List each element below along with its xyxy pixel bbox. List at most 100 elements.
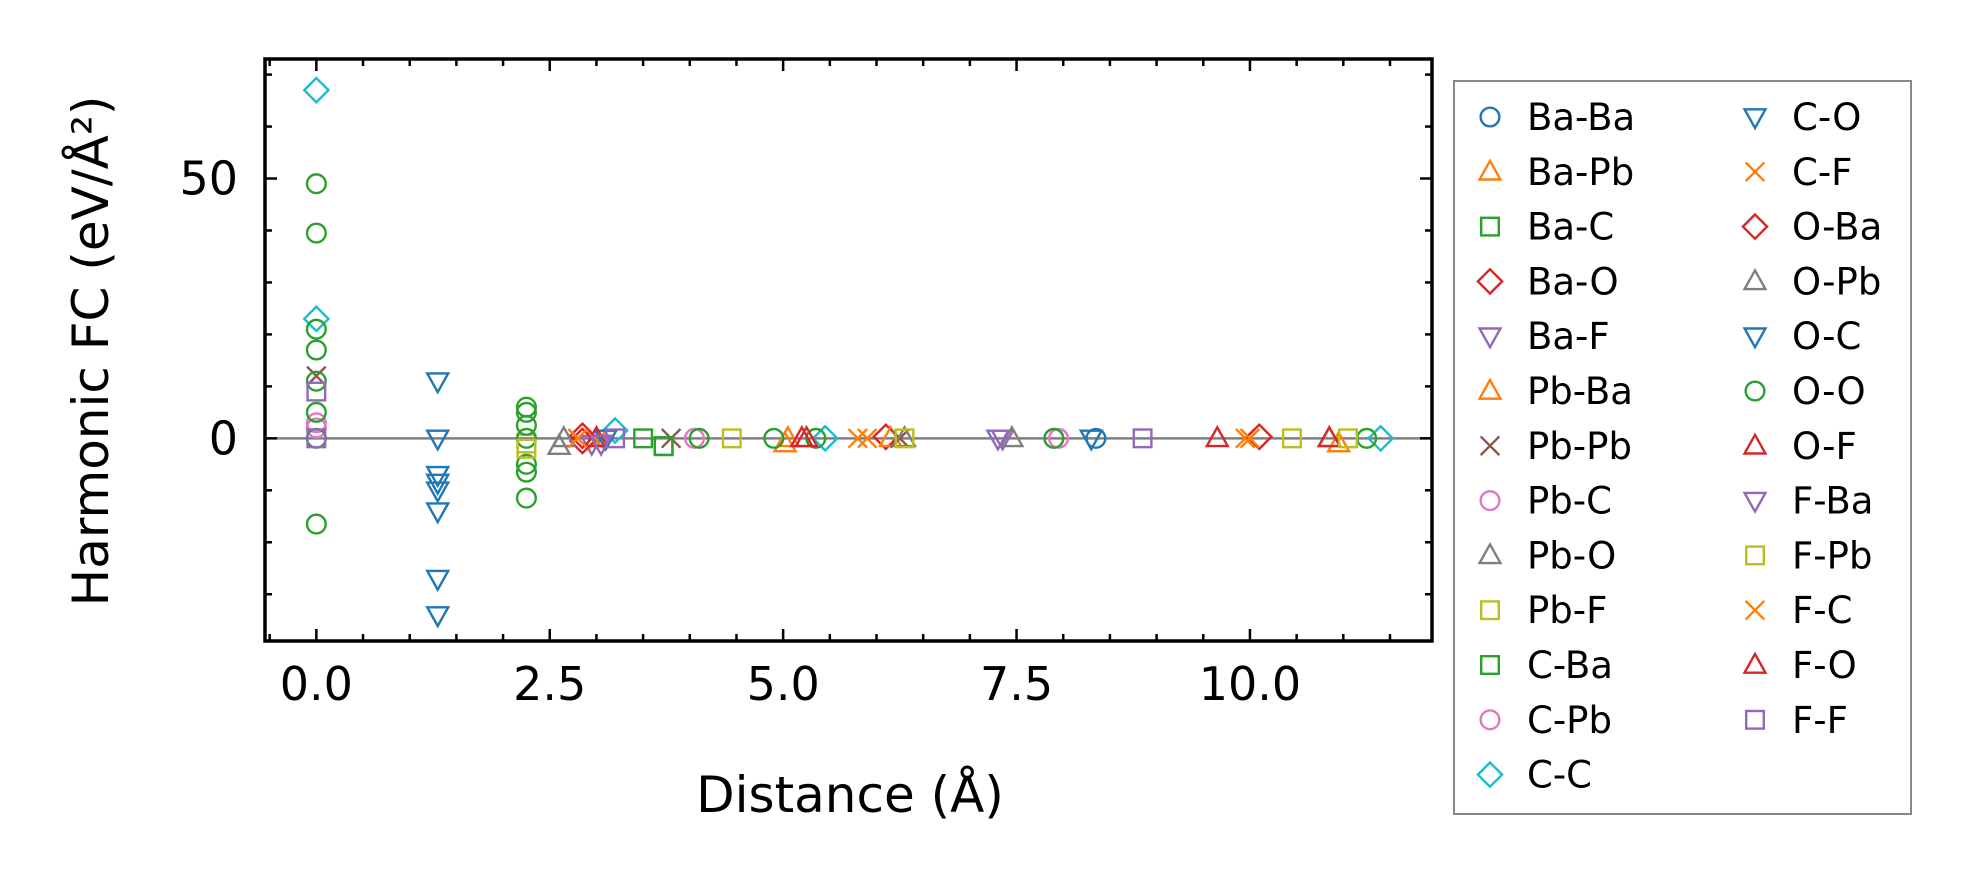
point-o-o	[515, 401, 537, 423]
point-o-o	[688, 427, 710, 449]
point-f-c	[1239, 428, 1261, 449]
point-c-o	[425, 473, 451, 496]
point-pb-f	[721, 428, 742, 449]
point-f-pb	[516, 438, 537, 459]
legend-label: Ba-F	[1527, 315, 1610, 358]
point-ba-c	[633, 428, 654, 449]
legend-box	[1453, 80, 1912, 815]
point-c-o	[425, 502, 451, 525]
legend-label: O-Pb	[1792, 260, 1881, 303]
point-ba-ba	[1085, 427, 1107, 449]
point-c-ba	[653, 436, 674, 457]
x-axis-title: Distance (Å)	[696, 766, 1004, 824]
point-f-ba	[985, 429, 1011, 452]
legend-label: O-F	[1792, 425, 1857, 468]
legend-label: Ba-O	[1527, 260, 1619, 303]
legend-label: C-C	[1527, 754, 1592, 797]
point-c-o	[425, 606, 451, 629]
legend-label: F-Ba	[1792, 480, 1873, 523]
y-axis-title: Harmonic FC (eV/Å²)	[62, 96, 120, 607]
point-o-o	[515, 461, 537, 483]
point-o-o	[305, 222, 327, 244]
legend-marker-o-f	[1742, 432, 1768, 455]
point-c-o	[425, 429, 451, 452]
legend-label: F-F	[1792, 699, 1848, 742]
point-f-c	[567, 428, 588, 449]
point-o-o	[515, 487, 537, 509]
legend: Ba-Ba Ba-Pb Ba-C Ba-O Ba-F Pb-Ba Pb-Pb Pb-C Pb-O…	[1476, 96, 1882, 797]
legend-marker-c-pb	[1479, 709, 1501, 731]
legend-label: O-C	[1792, 315, 1861, 358]
legend-marker-pb-pb	[1479, 435, 1501, 456]
legend-label: Pb-O	[1527, 534, 1616, 577]
legend-marker-ba-ba	[1479, 106, 1501, 128]
legend-label: F-C	[1792, 589, 1852, 632]
legend-label: F-O	[1792, 644, 1857, 687]
x-tick-label: 10.0	[1199, 657, 1301, 711]
legend-label: F-Pb	[1792, 534, 1872, 577]
point-c-o	[425, 569, 451, 593]
point-c-f	[847, 428, 869, 449]
legend-marker-ba-pb	[1477, 158, 1503, 181]
legend-marker-f-c	[1744, 600, 1766, 621]
point-o-o	[305, 401, 327, 423]
legend-marker-c-f	[1744, 161, 1766, 182]
legend-label: Ba-Ba	[1527, 96, 1635, 139]
legend-marker-pb-c	[1479, 490, 1501, 512]
legend-marker-ba-f	[1477, 327, 1503, 350]
point-c-o	[425, 481, 451, 504]
point-c-pb	[305, 417, 327, 439]
point-f-f	[605, 428, 626, 449]
legend-marker-ba-o	[1476, 267, 1504, 296]
legend-label: Pb-Pb	[1527, 425, 1632, 468]
legend-marker-pb-o	[1477, 541, 1503, 565]
point-o-o	[515, 453, 537, 475]
point-o-o	[305, 339, 327, 361]
legend-marker-f-f	[1744, 709, 1765, 730]
point-f-o	[793, 424, 819, 448]
point-o-f	[1316, 424, 1342, 448]
x-tick-label: 2.5	[513, 657, 586, 711]
legend-marker-c-ba	[1479, 655, 1500, 676]
legend-label: Pb-Ba	[1527, 370, 1633, 413]
point-c-o	[425, 372, 451, 395]
legend-marker-c-o	[1742, 108, 1768, 131]
legend-label: Pb-C	[1527, 480, 1612, 523]
point-ba-o	[568, 421, 597, 450]
plot-frame	[263, 57, 1434, 643]
legend-marker-pb-ba	[1477, 377, 1503, 400]
legend-marker-o-o	[1744, 380, 1766, 402]
legend-marker-ba-c	[1479, 216, 1500, 237]
x-tick-label: 5.0	[747, 657, 820, 711]
point-o-c	[1078, 429, 1104, 452]
legend-label: C-F	[1792, 151, 1852, 194]
axis-ticks	[265, 59, 1432, 641]
legend-marker-o-pb	[1742, 267, 1768, 291]
legend-label: C-O	[1792, 96, 1861, 139]
legend-marker-o-ba	[1741, 212, 1769, 241]
legend-marker-f-ba	[1742, 491, 1768, 515]
legend-marker-f-pb	[1744, 545, 1765, 566]
point-f-c	[856, 428, 878, 449]
point-o-o	[763, 427, 785, 449]
point-o-pb	[551, 424, 577, 448]
legend-label: C-Pb	[1527, 699, 1612, 742]
point-c-c	[1366, 424, 1395, 453]
point-f-f	[306, 381, 327, 402]
point-c-c	[601, 416, 629, 445]
legend-marker-c-c	[1476, 760, 1504, 789]
tick-labels: 0.0 2.5 5.0 7.5 10.0 0 50	[179, 152, 1301, 711]
x-tick-label: 0.0	[280, 657, 353, 711]
point-o-o	[515, 414, 537, 436]
legend-marker-o-c	[1742, 327, 1768, 350]
point-o-o	[1043, 427, 1065, 449]
point-o-o	[305, 370, 327, 392]
data-markers	[302, 76, 1395, 629]
point-f-f	[306, 428, 327, 449]
point-o-o	[305, 513, 327, 535]
legend-label: C-Ba	[1527, 644, 1613, 687]
point-c-c	[302, 305, 331, 333]
point-c-c	[302, 76, 331, 104]
legend-marker-f-o	[1742, 651, 1768, 674]
